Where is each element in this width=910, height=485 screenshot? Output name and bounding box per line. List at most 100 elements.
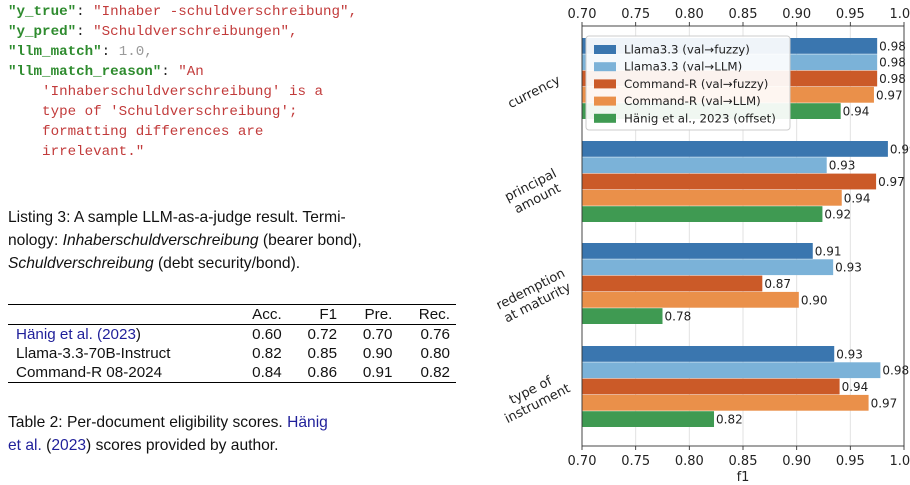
f1-bar-chart: 0.980.980.980.970.940.990.930.970.940.92… xyxy=(494,7,910,485)
caption-text: nology: xyxy=(8,232,63,249)
table-cell-name: Hänig et al. (2023) xyxy=(8,325,232,345)
data-label: 0.98 xyxy=(879,72,906,86)
bar xyxy=(582,243,813,259)
legend-swatch xyxy=(594,113,616,123)
caption-text: ( xyxy=(41,437,52,454)
table-cell: 0.70 xyxy=(362,326,393,343)
citation-link[interactable]: Hänig xyxy=(287,414,328,431)
citation-year-link[interactable]: 2023 xyxy=(102,326,136,343)
caption-text: (bearer bond), xyxy=(258,232,362,249)
legend-swatch xyxy=(594,96,616,106)
table-caption: Table 2: Per-document eligibility scores… xyxy=(8,411,458,457)
code-key: "y_true" xyxy=(8,4,77,20)
legend-swatch xyxy=(594,62,616,72)
code-line: type of 'Schuldverschreibung'; xyxy=(8,102,357,122)
table-cell: 0.80 xyxy=(420,345,450,362)
x-axis-label: f1 xyxy=(737,470,750,485)
table-cell: 0.85 xyxy=(307,345,338,362)
code-string: "Inhaber -schuldverschreibung", xyxy=(93,4,358,20)
table-header-row: Acc. F1 Pre. Rec. xyxy=(8,304,456,325)
data-label: 0.90 xyxy=(801,293,828,307)
legend-swatch xyxy=(594,45,616,54)
listing-caption-line: Schuldverschreibung (debt security/bond)… xyxy=(8,252,458,275)
code-string: 'Inhaberschuldverschreibung' is a xyxy=(8,84,324,100)
table-caption-line: Table 2: Per-document eligibility scores… xyxy=(8,411,458,434)
legend-box xyxy=(585,35,791,131)
scores-table: Acc. F1 Pre. Rec. Hänig et al. (2023) 0.… xyxy=(8,304,456,383)
bar xyxy=(582,173,877,190)
table-header-cell: F1 xyxy=(319,306,338,323)
bar xyxy=(582,378,840,395)
x-tick-label-bottom: 0.95 xyxy=(836,454,865,469)
data-label: 0.87 xyxy=(764,277,791,291)
data-label: 0.93 xyxy=(835,261,862,275)
code-key: "y_pred" xyxy=(8,24,77,40)
data-label: 0.78 xyxy=(665,310,692,324)
y-category-label-line: currency xyxy=(506,73,564,112)
table-cell: 0.91 xyxy=(362,364,393,381)
data-label: 0.97 xyxy=(871,396,898,410)
data-label: 0.94 xyxy=(844,191,871,205)
table-cell: 0.82 xyxy=(252,345,282,362)
table-row: Command-R 08-2024 0.84 0.86 0.91 0.82 xyxy=(8,363,456,383)
citation-year-link[interactable]: 2023 xyxy=(51,437,87,454)
code-line: "llm_match": 1.0, xyxy=(8,42,357,62)
code-line: "y_true": "Inhaber -schuldverschreibung"… xyxy=(8,2,357,22)
table-cell: 0.90 xyxy=(362,345,393,362)
table-cell-name: Llama-3.3-70B-Instruct xyxy=(16,345,171,362)
code-line: "y_pred": "Schuldverschreibungen", xyxy=(8,22,357,42)
bar xyxy=(582,259,834,276)
table-cell: 0.86 xyxy=(307,364,338,381)
table-header-cell xyxy=(8,305,232,325)
table-cell: 0.84 xyxy=(252,364,282,381)
data-label: 0.91 xyxy=(815,244,842,258)
x-tick-label-top: 0.80 xyxy=(675,7,704,22)
citation-paren: ) xyxy=(135,326,141,343)
caption-text: ) scores provided by author. xyxy=(86,437,279,454)
code-string: type of 'Schuldverschreibung'; xyxy=(8,104,298,120)
x-tick-label-bottom: 0.80 xyxy=(675,454,704,469)
x-tick-label-bottom: 0.70 xyxy=(568,454,597,469)
listing-caption-line: nology: Inhaberschuldverschreibung (bear… xyxy=(8,229,458,252)
code-punct: : xyxy=(161,64,179,80)
caption-text: Table 2: Per-document eligibility scores… xyxy=(8,414,288,431)
x-tick-label-top: 0.85 xyxy=(729,7,758,22)
data-label: 0.98 xyxy=(879,56,906,70)
bar xyxy=(582,141,888,157)
data-label: 0.93 xyxy=(836,347,863,361)
code-string: formatting differences are xyxy=(8,124,264,140)
data-label: 0.98 xyxy=(882,364,909,378)
code-line: irrelevant." xyxy=(8,142,357,162)
code-key: "llm_match_reason" xyxy=(8,64,162,80)
data-label: 0.82 xyxy=(716,413,743,427)
listing-caption: Listing 3: A sample LLM-as-a-judge resul… xyxy=(8,206,458,275)
code-line: 'Inhaberschuldverschreibung' is a xyxy=(8,82,357,102)
code-punct: : xyxy=(101,44,119,60)
bar xyxy=(582,394,869,411)
citation-link[interactable]: Hänig et al. ( xyxy=(16,326,103,343)
caption-term: Schuldverschreibung xyxy=(8,255,154,272)
legend-label: Llama3.3 (val→fuzzy) xyxy=(624,43,750,57)
caption-term: Inhaberschuldverschreibung xyxy=(62,232,259,249)
table-cell-name: Command-R 08-2024 xyxy=(16,364,163,381)
x-tick-label-top: 0.95 xyxy=(836,7,865,22)
data-label: 0.93 xyxy=(829,159,856,173)
table-cell: 0.82 xyxy=(420,364,450,381)
code-line: formatting differences are xyxy=(8,122,357,142)
bar xyxy=(582,206,823,222)
code-key: "llm_match" xyxy=(8,44,102,60)
caption-text: (debt security/bond). xyxy=(153,255,301,272)
y-category-label: currency xyxy=(506,73,564,112)
data-label: 0.97 xyxy=(876,88,903,102)
code-string: "Schuldverschreibungen", xyxy=(93,24,298,40)
x-tick-label-top: 0.75 xyxy=(621,7,650,22)
table-row: Llama-3.3-70B-Instruct 0.82 0.85 0.90 0.… xyxy=(8,344,456,363)
citation-link[interactable]: et al. xyxy=(8,437,42,454)
table-cell: 0.72 xyxy=(307,326,338,343)
x-tick-label-top: 0.90 xyxy=(782,7,811,22)
bar xyxy=(582,346,835,362)
code-line: "llm_match_reason": "An xyxy=(8,62,357,82)
x-tick-label-top: 0.70 xyxy=(568,7,597,22)
